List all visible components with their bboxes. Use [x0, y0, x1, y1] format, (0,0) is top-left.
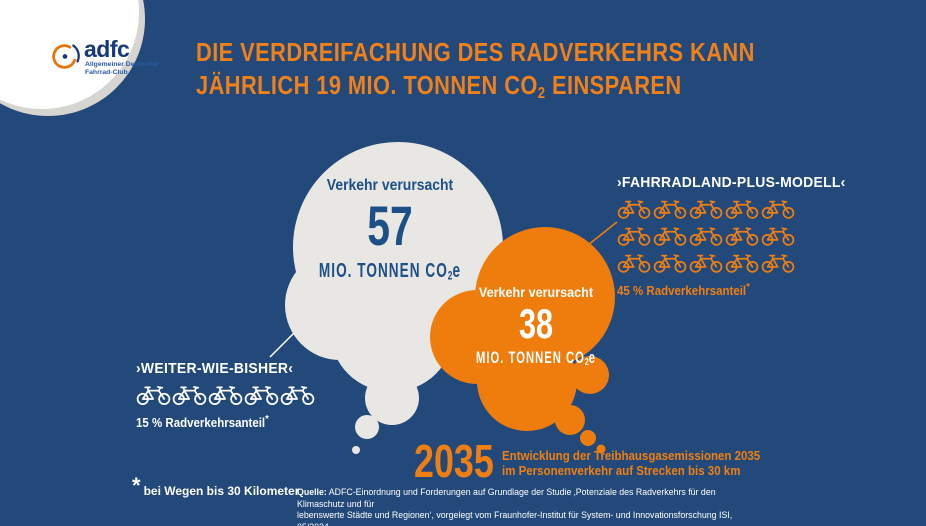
logo-subtitle: Allgemeiner Deutscher Fahrrad-Club [85, 61, 160, 76]
gray-bubble-text: Verkehr verursacht 57 MIO. TONNEN CO2e [265, 177, 515, 283]
bicycle-icon [617, 227, 651, 246]
bicycle-icon [136, 386, 171, 406]
orange-bubble-unit: MIO. TONNEN CO2e [476, 349, 596, 369]
scenario-right-label: ›FAHRRADLAND-PLUS-MODELL‹ [617, 174, 846, 191]
bike-pictogram-row-left [136, 383, 316, 407]
bicycle-icon [689, 254, 723, 273]
bicycle-icon [725, 200, 759, 219]
bicycle-icon [653, 227, 687, 246]
page-title: DIE VERDREIFACHUNG DES RADVERKEHRS KANN … [196, 37, 755, 102]
orange-thought-bubble [430, 227, 615, 454]
bicycle-icon [689, 200, 723, 219]
gray-bubble-unit: MIO. TONNEN CO2e [318, 260, 462, 283]
scenario-right-share: 45 % Radverkehrsanteil* [617, 282, 750, 299]
bicycle-icon [172, 386, 207, 406]
bicycle-icon [280, 386, 315, 406]
year-label: 2035 [414, 435, 494, 487]
bicycle-icon [617, 254, 651, 273]
year-description: Entwicklung der Treibhausgasemissionen 2… [502, 449, 761, 478]
gray-bubble-value: 57 [367, 194, 413, 257]
logo-brand-name: adfc [84, 36, 130, 62]
bicycle-icon [725, 254, 759, 273]
bicycle-icon [689, 227, 723, 246]
source-note: Quelle: ADFC-Einordnung und Forderungen … [297, 487, 733, 526]
bicycle-icon [617, 200, 651, 219]
asterisk-marker: * [132, 473, 141, 498]
bicycle-icon [761, 227, 795, 246]
scenario-weiter-wie-bisher: ›WEITER-WIE-BISHER‹ [136, 360, 316, 430]
orange-bubble-text: Verkehr verursacht 38 MIO. TONNEN CO2e [426, 284, 646, 368]
bicycle-icon [761, 254, 795, 273]
bicycle-icon [208, 386, 243, 406]
orange-bubble-label: Verkehr verursacht [478, 284, 594, 300]
bicycle-icon [653, 254, 687, 273]
gray-bubble-label: Verkehr verursacht [326, 177, 454, 194]
footnote: * bei Wegen bis 30 Kilometer [132, 473, 300, 499]
orange-bubble-value: 38 [518, 300, 554, 347]
adfc-logo: adfc Allgemeiner Deutscher Fahrrad-Club [0, 0, 200, 110]
bicycle-icon [244, 386, 279, 406]
bicycle-icon [725, 227, 759, 246]
bike-pictogram-grid-right [617, 197, 799, 275]
scenario-fahrradland-plus-modell: ›FAHRRADLAND-PLUS-MODELL‹ [617, 174, 863, 298]
adfc-wheel-icon [52, 44, 80, 69]
bicycle-icon [653, 200, 687, 219]
scenario-left-share: 15 % Radverkehrsanteil* [136, 414, 269, 431]
bicycle-icon [761, 200, 795, 219]
scenario-left-label: ›WEITER-WIE-BISHER‹ [136, 360, 294, 377]
